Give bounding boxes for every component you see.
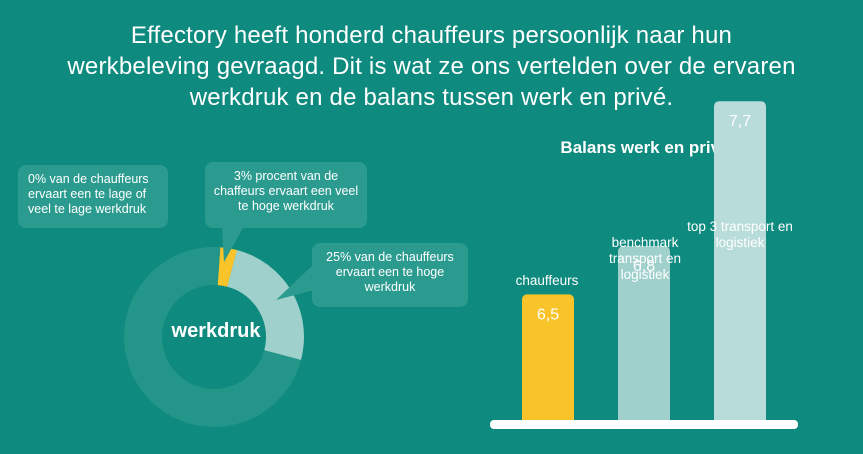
bar-category-top3: top 3 transport en logistiek: [687, 219, 793, 250]
donut-slice-high: [227, 249, 305, 361]
headline: Effectory heeft honderd chauffeurs perso…: [67, 22, 796, 111]
bar-top3: [714, 101, 766, 428]
bar-chart-baseline: [490, 420, 798, 429]
bar-category-benchmark: benchmark transport en logistiek: [608, 235, 682, 282]
callout-pointer-very-high: [222, 226, 244, 262]
callout-very-high-workload: 3% procent van de chaffeurs ervaart een …: [205, 162, 367, 228]
bar-category-chauffeurs: chauffeurs: [515, 273, 579, 288]
bar-chauffeurs-value-label: 6,5: [537, 306, 559, 323]
bar-benchmark-value-label: 6,8: [633, 258, 655, 275]
bar-chauffeurs: [522, 294, 574, 428]
donut-slice-very-high: [217, 247, 238, 287]
donut-center-label: werkdruk: [171, 320, 261, 342]
callout-low-workload: 0% van de chauffeurs ervaart een te lage…: [18, 165, 168, 228]
bar-benchmark: [618, 246, 670, 428]
balance-chart-title: Balans werk en privé: [560, 138, 730, 157]
callout-high-workload: 25% van de chauffeurs ervaart een te hog…: [312, 243, 468, 307]
callout-pointer-high: [276, 264, 314, 300]
bar-top3-value-label: 7,7: [729, 113, 751, 130]
donut-slice-rest: [124, 247, 302, 427]
